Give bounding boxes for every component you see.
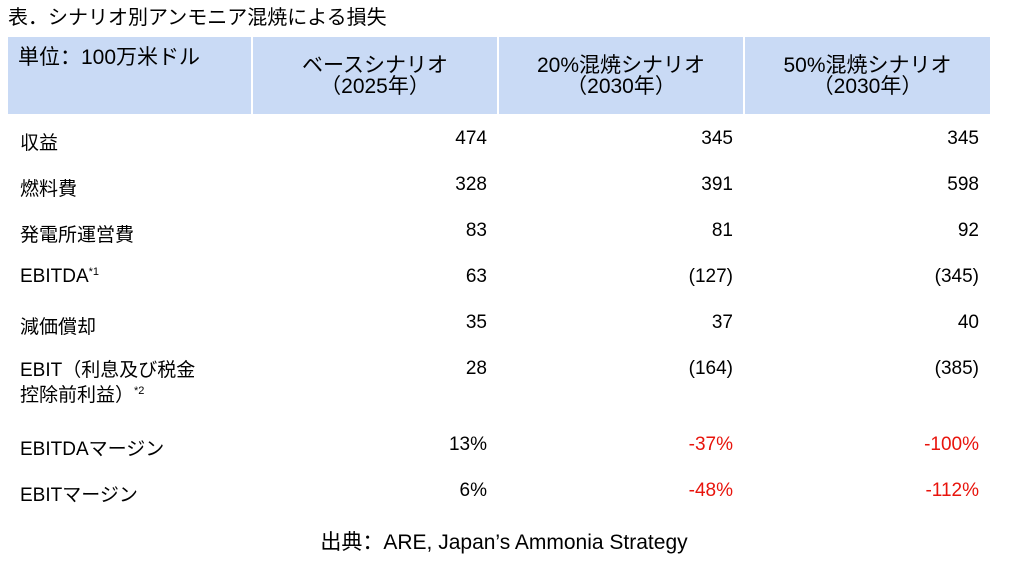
row-label-text: 発電所運営費 xyxy=(20,225,135,246)
value-20pct: (127) xyxy=(688,266,733,287)
value-base: 474 xyxy=(455,128,487,149)
row-label-text: EBITマージン xyxy=(20,485,138,506)
value-base: 28 xyxy=(465,358,487,379)
row-label-text: 収益 xyxy=(20,133,59,154)
row-label-text-line2: 控除前利益） xyxy=(20,385,135,406)
source-note: 出典：ARE, Japan’s Ammonia Strategy xyxy=(320,531,688,554)
value-20pct: 345 xyxy=(701,128,733,149)
value-50pct: 345 xyxy=(947,128,979,149)
table-row: 減価償却 35 37 40 xyxy=(8,298,990,344)
value-50pct: -112% xyxy=(925,480,979,501)
table-row: 発電所運営費 83 81 92 xyxy=(8,206,990,252)
footnote-marker: *2 xyxy=(134,385,145,397)
value-20pct: 81 xyxy=(711,220,733,241)
row-label: 発電所運営費 xyxy=(8,206,252,252)
row-label: EBITマージン xyxy=(8,466,252,512)
value-20pct: 37 xyxy=(711,312,733,333)
table-title: 表．シナリオ別アンモニア混焼による損失 xyxy=(8,7,387,29)
value-20pct: (164) xyxy=(688,358,733,379)
table-row: EBITDAマージン 13% -37% -100% xyxy=(8,420,990,466)
value-base: 35 xyxy=(465,312,487,333)
table-header-row: 単位：100万米ドル ベースシナリオ （2025年） 20%混焼シナリオ （20… xyxy=(8,37,990,114)
value-base: 6% xyxy=(459,480,487,501)
row-label: EBIT（利息及び税金 控除前利益）*2 xyxy=(8,344,252,420)
table-row: EBITDA*1 63 (127) (345) xyxy=(8,252,990,298)
value-50pct: 598 xyxy=(947,174,979,195)
value-50pct: -100% xyxy=(924,434,979,455)
value-50pct: (385) xyxy=(934,358,979,379)
value-50pct: (345) xyxy=(934,266,979,287)
value-50pct: 92 xyxy=(957,220,979,241)
table-row: EBIT（利息及び税金 控除前利益）*2 28 (164) (385) xyxy=(8,344,990,420)
row-label: 収益 xyxy=(8,114,252,160)
header-unit: 単位：100万米ドル xyxy=(8,37,253,114)
row-label-text: EBITDA xyxy=(20,266,89,287)
row-label: 燃料費 xyxy=(8,160,252,206)
value-50pct: 40 xyxy=(957,312,979,333)
row-label-text: EBIT（利息及び税金 xyxy=(20,360,196,381)
value-base: 83 xyxy=(465,220,487,241)
value-base: 328 xyxy=(455,174,487,195)
row-label: 減価償却 xyxy=(8,298,252,344)
row-label-text: EBITDAマージン xyxy=(20,439,165,460)
value-20pct: -48% xyxy=(688,480,733,501)
header-20pct-scenario: 20%混焼シナリオ （2030年） xyxy=(498,37,745,114)
row-label-text: 燃料費 xyxy=(20,179,78,200)
table-row: 収益 474 345 345 xyxy=(8,114,990,160)
table-row: EBITマージン 6% -48% -112% xyxy=(8,466,990,512)
footnote-marker: *1 xyxy=(88,266,100,278)
row-label: EBITDA*1 xyxy=(8,252,252,298)
row-label: EBITDAマージン xyxy=(8,420,252,466)
value-20pct: -37% xyxy=(688,434,733,455)
table-row: 燃料費 328 391 598 xyxy=(8,160,990,206)
header-base-scenario: ベースシナリオ （2025年） xyxy=(252,37,499,114)
scenario-loss-table: 単位：100万米ドル ベースシナリオ （2025年） 20%混焼シナリオ （20… xyxy=(8,37,990,512)
row-label-text: 減価償却 xyxy=(20,317,97,338)
value-20pct: 391 xyxy=(701,174,733,195)
header-50pct-scenario: 50%混焼シナリオ （2030年） xyxy=(744,37,990,114)
value-base: 13% xyxy=(448,434,487,455)
value-base: 63 xyxy=(465,266,487,287)
